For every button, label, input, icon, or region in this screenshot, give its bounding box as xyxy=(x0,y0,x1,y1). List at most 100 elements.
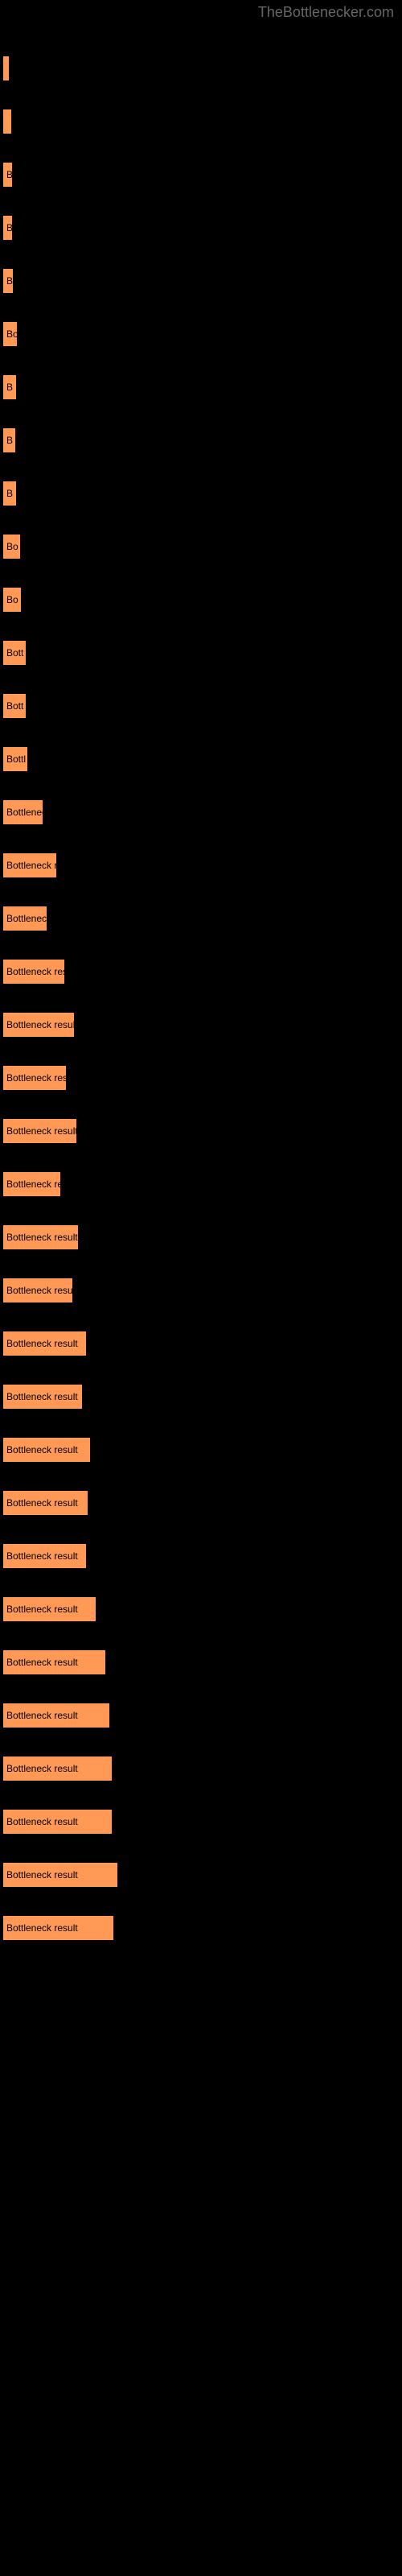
bar-row: Bottleneck re xyxy=(3,1172,394,1196)
bar: Bottleneck resu xyxy=(3,960,64,984)
bar: Bottleneck result xyxy=(3,1385,82,1409)
bar-row: Bottleneck resul xyxy=(3,1278,394,1302)
bar-label: Bottleneck result xyxy=(6,1497,78,1509)
bar: Bottleneck result xyxy=(3,1544,86,1568)
bar-label: Bottleneck resu xyxy=(6,1072,66,1084)
bar-label: Bottlenec xyxy=(6,807,43,818)
bar-row: Bottleneck result xyxy=(3,1225,394,1249)
bar: Bo xyxy=(3,535,20,559)
bar: Bottleneck result xyxy=(3,1863,117,1887)
bar: Bottleneck result xyxy=(3,1916,113,1940)
watermark-text: TheBottlenecker.com xyxy=(258,4,394,21)
bar-row: Bottleneck result xyxy=(3,1597,394,1621)
bar-row: Bottleneck result xyxy=(3,1119,394,1143)
bar-row: B xyxy=(3,216,394,240)
bar: Bottleneck result xyxy=(3,1225,78,1249)
bar: Bottleneck result xyxy=(3,1810,112,1834)
bar: B xyxy=(3,428,15,452)
bar-row: Bo xyxy=(3,588,394,612)
bar-label: Bottleneck resu xyxy=(6,966,64,977)
bar-row: Bottleneck resu xyxy=(3,960,394,984)
bar-label: Bott xyxy=(6,647,23,658)
bar: Bottleneck re xyxy=(3,1172,60,1196)
bar-label: Bo xyxy=(6,328,17,340)
bar-label: Bottleneck result xyxy=(6,1338,78,1349)
bar-row: Bottleneck result xyxy=(3,1385,394,1409)
bar-row xyxy=(3,109,394,134)
bars-container: B B B Bo B B B Bo Bo Bott Bott Bottl Bottlenec Bottle… xyxy=(3,56,394,1940)
bar-row: Bott xyxy=(3,641,394,665)
bar: Bott xyxy=(3,694,26,718)
bar-row: Bottleneck result xyxy=(3,1810,394,1834)
bar: Bottleneck xyxy=(3,906,47,931)
bar: Bottleneck resul xyxy=(3,1278,72,1302)
bar-label: Bottleneck xyxy=(6,913,47,924)
bar-row xyxy=(3,56,394,80)
bar: Bottleneck result xyxy=(3,1703,109,1728)
bar-row: B xyxy=(3,269,394,293)
bar-row: Bottleneck xyxy=(3,906,394,931)
bar-label: Bo xyxy=(6,594,18,605)
bar-label: Bottleneck result xyxy=(6,1550,78,1562)
bar-label: Bottleneck result xyxy=(6,1019,74,1030)
bar-row: Bottleneck result xyxy=(3,1757,394,1781)
bar-label: B xyxy=(6,435,13,446)
bar-row: B xyxy=(3,163,394,187)
bar-row: Bo xyxy=(3,535,394,559)
bar-row: Bottleneck result xyxy=(3,1916,394,1940)
bar: B xyxy=(3,269,13,293)
bar-label: Bott xyxy=(6,700,23,712)
bar-label: B xyxy=(6,169,12,180)
bar-label: Bo xyxy=(6,541,18,552)
bar-label: Bottleneck result xyxy=(6,1444,78,1455)
bar-row: B xyxy=(3,375,394,399)
bar-label: Bottleneck result xyxy=(6,1232,78,1243)
bar: B xyxy=(3,375,16,399)
bar: Bottleneck result xyxy=(3,1331,86,1356)
bar-label: B xyxy=(6,488,13,499)
bar-label: Bottleneck result xyxy=(6,1922,78,1934)
bar: Bott xyxy=(3,641,26,665)
bar-row: Bottleneck result xyxy=(3,1703,394,1728)
bar-chart: B B B Bo B B B Bo Bo Bott Bott Bottl Bottlenec Bottle… xyxy=(0,0,402,1956)
bar: Bottl xyxy=(3,747,27,771)
bar-row: Bottleneck result xyxy=(3,1544,394,1568)
bar-row: B xyxy=(3,481,394,506)
bar: Bottleneck re xyxy=(3,853,56,877)
bar: Bottleneck result xyxy=(3,1438,90,1462)
bar-label: B xyxy=(6,382,13,393)
bar: Bottleneck result xyxy=(3,1757,112,1781)
bar: Bottleneck result xyxy=(3,1119,76,1143)
bar-label: Bottleneck result xyxy=(6,1816,78,1827)
bar-label: Bottleneck resul xyxy=(6,1285,72,1296)
bar: Bottleneck result xyxy=(3,1491,88,1515)
bar-row: Bottleneck result xyxy=(3,1438,394,1462)
bar-label: Bottleneck result xyxy=(6,1763,78,1774)
bar-label: Bottleneck result xyxy=(6,1657,78,1668)
bar: Bottleneck resu xyxy=(3,1066,66,1090)
bar: Bo xyxy=(3,322,17,346)
bar-label: B xyxy=(6,222,12,233)
bar-row: Bottlenec xyxy=(3,800,394,824)
bar-row: Bottleneck result xyxy=(3,1331,394,1356)
bar-label: Bottleneck result xyxy=(6,1391,78,1402)
bar: Bottleneck result xyxy=(3,1597,96,1621)
bar: Bo xyxy=(3,588,21,612)
bar: B xyxy=(3,163,12,187)
bar-label: Bottleneck re xyxy=(6,860,56,871)
bar: B xyxy=(3,216,12,240)
bar: Bottlenec xyxy=(3,800,43,824)
bar-row: Bottleneck result xyxy=(3,1491,394,1515)
bar-label: Bottleneck re xyxy=(6,1179,60,1190)
bar-row: Bottleneck result xyxy=(3,1013,394,1037)
bar-row: Bottleneck resu xyxy=(3,1066,394,1090)
bar-label: Bottl xyxy=(6,753,26,765)
bar-row: Bottleneck result xyxy=(3,1650,394,1674)
bar xyxy=(3,109,11,134)
bar-row: Bottleneck result xyxy=(3,1863,394,1887)
bar-label: Bottleneck result xyxy=(6,1869,78,1880)
bar-row: B xyxy=(3,428,394,452)
bar-row: Bottleneck re xyxy=(3,853,394,877)
bar-row: Bottl xyxy=(3,747,394,771)
bar-label: Bottleneck result xyxy=(6,1604,78,1615)
